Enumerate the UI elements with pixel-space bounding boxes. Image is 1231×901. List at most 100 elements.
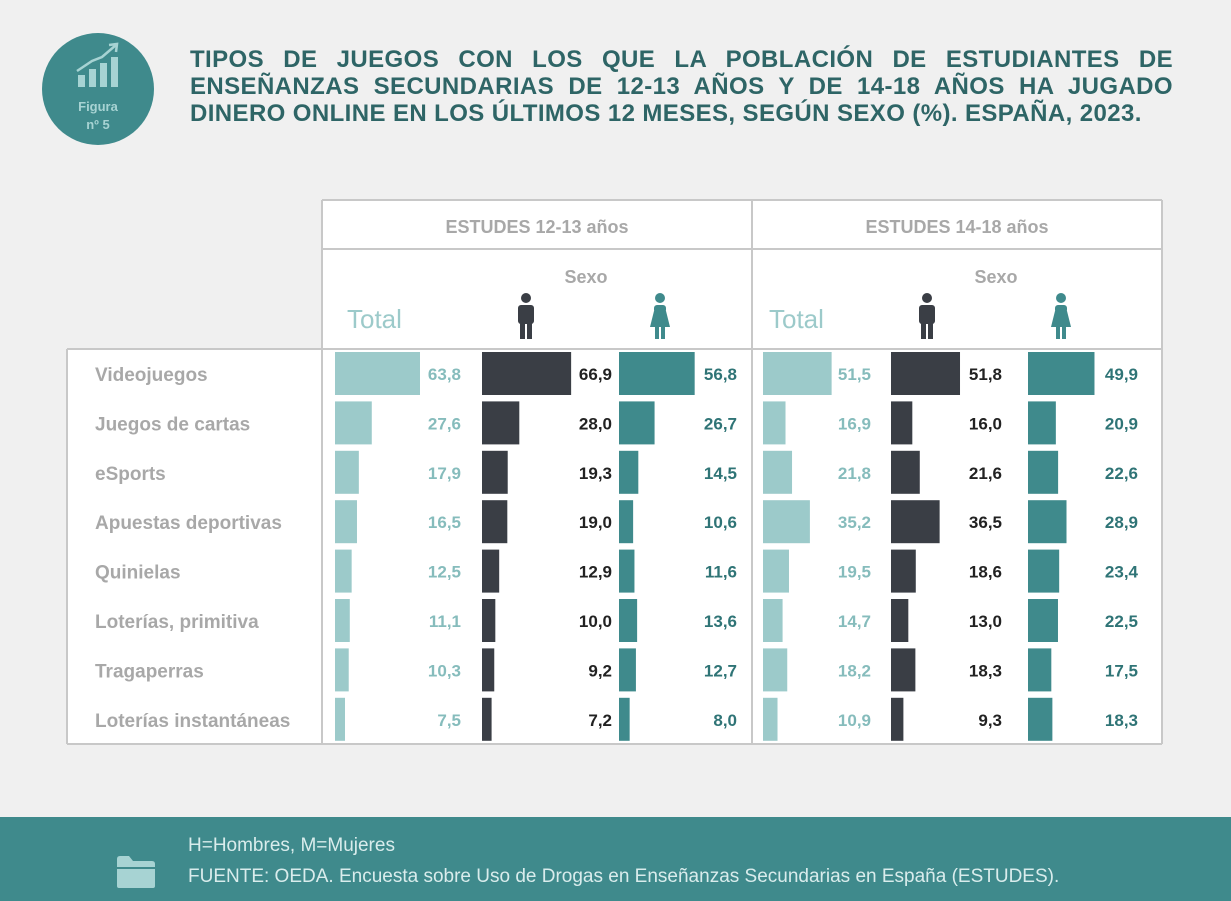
figure-badge: Figura nº 5 bbox=[42, 33, 154, 145]
bar-total bbox=[763, 500, 810, 544]
value-label-total: 16,5 bbox=[428, 513, 461, 532]
sex-subheader-1: Sexo bbox=[564, 267, 607, 287]
badge-number: nº 5 bbox=[86, 117, 110, 132]
value-label-male: 18,6 bbox=[969, 563, 1002, 582]
category-label: Loterías instantáneas bbox=[95, 711, 290, 732]
value-label-female: 23,4 bbox=[1105, 563, 1139, 582]
category-label: Quinielas bbox=[95, 563, 181, 584]
bar-total bbox=[335, 648, 349, 692]
category-label: Loterías, primitiva bbox=[95, 612, 259, 633]
bar-male bbox=[891, 352, 961, 395]
value-label-male: 51,8 bbox=[969, 365, 1002, 384]
value-label-total: 7,5 bbox=[437, 711, 461, 730]
value-label-female: 28,9 bbox=[1105, 513, 1138, 532]
value-label-total: 19,5 bbox=[838, 563, 871, 582]
bar-total bbox=[335, 352, 420, 395]
bar-female bbox=[619, 697, 630, 741]
footer-bar: H=Hombres, M=Mujeres FUENTE: OEDA. Encue… bbox=[0, 817, 1231, 901]
value-label-female: 10,6 bbox=[704, 513, 737, 532]
bar-male bbox=[482, 500, 508, 544]
bar-total bbox=[763, 599, 783, 642]
bar-total bbox=[335, 549, 352, 593]
bar-female bbox=[619, 401, 655, 445]
value-label-total: 12,5 bbox=[428, 563, 461, 582]
category-label: Juegos de cartas bbox=[95, 414, 250, 435]
bar-male bbox=[482, 648, 495, 692]
bar-male bbox=[891, 401, 913, 445]
bar-female bbox=[619, 549, 635, 593]
bar-total bbox=[763, 648, 788, 692]
bar-total bbox=[335, 450, 359, 494]
bar-total bbox=[763, 450, 793, 494]
value-label-male: 12,9 bbox=[579, 563, 612, 582]
bar-female bbox=[1028, 500, 1067, 544]
header-panel bbox=[322, 200, 1162, 349]
value-label-female: 13,6 bbox=[704, 612, 737, 631]
bar-male bbox=[891, 549, 916, 593]
value-label-female: 20,9 bbox=[1105, 414, 1138, 433]
bar-female bbox=[1028, 450, 1059, 494]
data-panel bbox=[67, 349, 1162, 744]
bar-female bbox=[619, 599, 638, 642]
bar-female bbox=[619, 500, 634, 544]
value-label-female: 49,9 bbox=[1105, 365, 1138, 384]
bar-male bbox=[891, 500, 940, 544]
bar-female bbox=[619, 648, 636, 692]
series-label-total-1: Total bbox=[347, 304, 402, 334]
category-label: eSports bbox=[95, 464, 166, 485]
growth-chart-icon bbox=[76, 42, 119, 87]
value-label-total: 17,9 bbox=[428, 464, 461, 483]
bar-total bbox=[335, 697, 345, 741]
value-label-male: 66,9 bbox=[579, 365, 612, 384]
value-label-total: 10,9 bbox=[838, 711, 871, 730]
value-label-male: 19,3 bbox=[579, 464, 612, 483]
chart-title: TIPOS DE JUEGOS CON LOS QUE LA POBLACIÓN… bbox=[190, 46, 1173, 127]
sex-subheader-2: Sexo bbox=[974, 267, 1017, 287]
value-label-female: 8,0 bbox=[713, 711, 737, 730]
value-label-female: 26,7 bbox=[704, 414, 737, 433]
value-label-total: 16,9 bbox=[838, 414, 871, 433]
bar-female bbox=[1028, 697, 1053, 741]
bar-female bbox=[619, 450, 639, 494]
value-label-male: 18,3 bbox=[969, 661, 1002, 680]
source-note: FUENTE: OEDA. Encuesta sobre Uso de Drog… bbox=[188, 866, 1060, 887]
value-label-male: 9,3 bbox=[978, 711, 1002, 730]
value-label-male: 36,5 bbox=[969, 513, 1002, 532]
bar-male bbox=[482, 549, 500, 593]
bar-male bbox=[482, 450, 508, 494]
value-label-male: 9,2 bbox=[588, 661, 612, 680]
bar-female bbox=[1028, 401, 1056, 445]
value-label-male: 10,0 bbox=[579, 612, 612, 631]
value-label-total: 21,8 bbox=[838, 464, 871, 483]
bar-female bbox=[1028, 648, 1052, 692]
value-label-female: 14,5 bbox=[704, 464, 737, 483]
bar-male bbox=[482, 401, 520, 445]
value-label-female: 22,6 bbox=[1105, 464, 1138, 483]
abbreviation-note: H=Hombres, M=Mujeres bbox=[188, 835, 395, 856]
value-label-total: 18,2 bbox=[838, 661, 871, 680]
value-label-total: 14,7 bbox=[838, 612, 871, 631]
bar-male bbox=[482, 352, 572, 395]
category-label: Videojuegos bbox=[95, 365, 208, 386]
bar-male bbox=[482, 697, 492, 741]
female-icon bbox=[650, 293, 670, 339]
value-label-male: 19,0 bbox=[579, 513, 612, 532]
bar-total bbox=[335, 401, 372, 445]
bar-male bbox=[891, 450, 920, 494]
value-label-female: 12,7 bbox=[704, 661, 737, 680]
female-icon bbox=[1051, 293, 1071, 339]
series-label-total-2: Total bbox=[769, 304, 824, 334]
bar-total bbox=[763, 352, 832, 395]
bar-female bbox=[619, 352, 695, 395]
value-label-female: 22,5 bbox=[1105, 612, 1138, 631]
bar-total bbox=[335, 500, 357, 544]
bar-female bbox=[1028, 352, 1095, 395]
bar-total bbox=[763, 549, 789, 593]
value-label-female: 18,3 bbox=[1105, 711, 1138, 730]
bar-total bbox=[335, 599, 350, 642]
bar-female bbox=[1028, 549, 1060, 593]
group-header-1: ESTUDES 12-13 años bbox=[445, 217, 628, 237]
bar-total bbox=[763, 401, 786, 445]
value-label-male: 7,2 bbox=[588, 711, 612, 730]
badge-label: Figura bbox=[78, 99, 118, 114]
